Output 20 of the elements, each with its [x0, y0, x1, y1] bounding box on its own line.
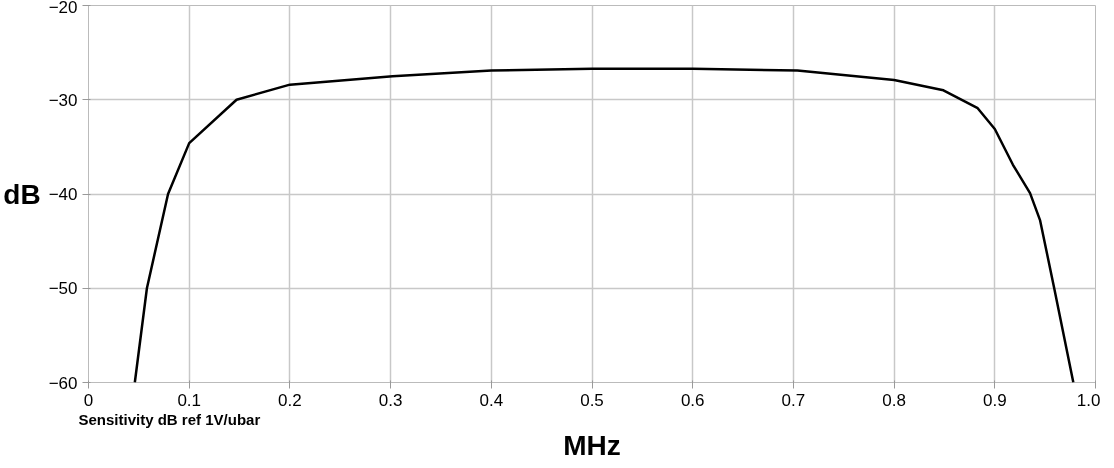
y-tick-label: −30 [48, 90, 78, 110]
x-axis-title: MHz [563, 429, 621, 461]
y-tick-label: −60 [48, 373, 78, 393]
x-tick-label: 0.3 [378, 390, 403, 410]
text: Sensitivity dB ref 1V/ubar [78, 410, 261, 428]
x-tick-label: 0.4 [479, 390, 504, 410]
x-tick-label: 0.5 [580, 390, 604, 410]
line-series [133, 67, 1075, 383]
y-axis-title: dB [3, 178, 41, 210]
y-tick-label: −50 [48, 279, 78, 299]
x-tick-label: 0.9 [982, 390, 1007, 410]
y-tick-label: −40 [48, 185, 78, 204]
x-tick-label: 0.6 [680, 390, 705, 410]
x-tick-label: 0 [83, 390, 94, 410]
x-tick-label: 0.8 [882, 390, 906, 410]
x-tick-label: 0.2 [278, 390, 302, 410]
x-tick-label: 1.0 [1076, 390, 1101, 410]
y-tick-label: −20 [48, 0, 78, 17]
x-tick-label: 0.7 [781, 390, 806, 410]
x-tick-label: 0.1 [177, 390, 202, 410]
